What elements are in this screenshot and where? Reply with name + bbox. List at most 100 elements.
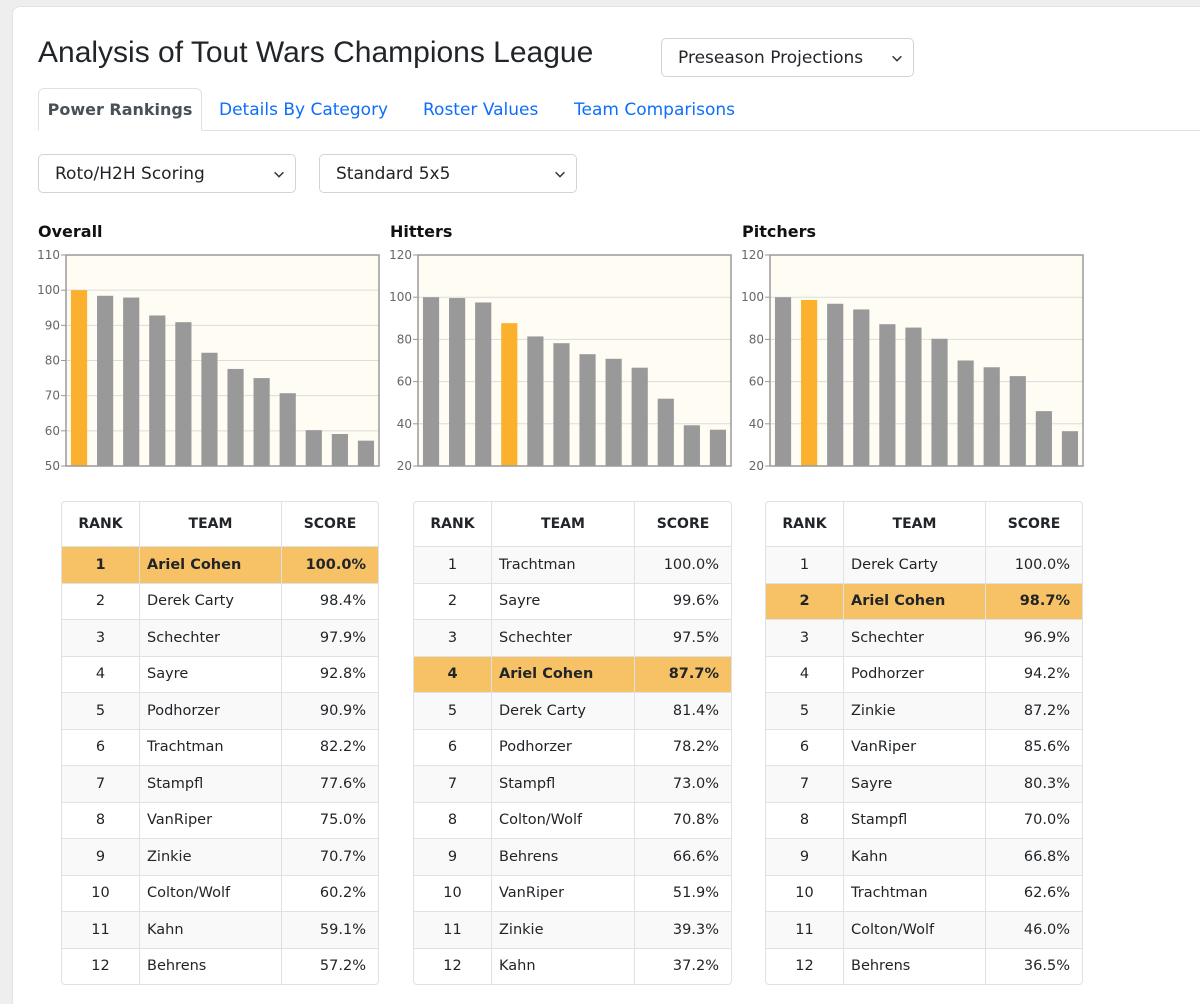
- table-row[interactable]: 4 Sayre 92.8%: [62, 655, 378, 692]
- bar: [449, 298, 466, 466]
- table-row[interactable]: 12 Kahn 37.2%: [414, 947, 731, 984]
- table-row[interactable]: 2 Ariel Cohen 98.7%: [766, 582, 1082, 619]
- chart-title-pitchers: Pitchers: [742, 222, 816, 241]
- tab-roster-values[interactable]: Roster Values: [423, 99, 539, 120]
- plot-area: [418, 255, 731, 466]
- format-select[interactable]: Standard 5x5: [319, 154, 577, 193]
- team-cell: Stampfl: [139, 766, 281, 802]
- bar: [475, 302, 492, 466]
- table-row[interactable]: 12 Behrens 57.2%: [62, 947, 378, 984]
- team-cell: Derek Carty: [843, 547, 985, 583]
- table-row[interactable]: 8 Colton/Wolf 70.8%: [414, 801, 731, 838]
- table-row[interactable]: 11 Zinkie 39.3%: [414, 911, 731, 948]
- y-tick-label: 120: [741, 248, 764, 262]
- rank-header: RANK: [430, 516, 475, 532]
- bar: [905, 327, 922, 466]
- table-row[interactable]: 3 Schechter 97.9%: [62, 619, 378, 656]
- bar: [227, 368, 244, 466]
- table-row[interactable]: 1 Derek Carty 100.0%: [766, 546, 1082, 583]
- table-row[interactable]: 1 Trachtman 100.0%: [414, 546, 731, 583]
- tab-power-rankings[interactable]: Power Rankings: [38, 88, 202, 131]
- rank-cell: 12: [443, 958, 462, 975]
- plot-border: [65, 254, 380, 467]
- bar: [175, 322, 192, 466]
- score-cell: 98.7%: [985, 583, 1082, 619]
- rank-cell: 3: [447, 629, 458, 646]
- rank-cell: 3: [799, 629, 810, 646]
- score-cell: 99.6%: [634, 583, 731, 619]
- score-cell: 70.0%: [985, 802, 1082, 838]
- y-tick-label: 80: [397, 332, 412, 346]
- table-row[interactable]: 4 Ariel Cohen 87.7%: [414, 655, 731, 692]
- tab-team-comparisons[interactable]: Team Comparisons: [574, 99, 735, 120]
- rankings-table-overall: RANK TEAM SCORE 1 Ariel Cohen 100.0% 2 Derek Ca…: [61, 501, 379, 985]
- tab-details-by-category[interactable]: Details By Category: [219, 99, 389, 120]
- bar: [201, 352, 218, 466]
- bar: [527, 336, 544, 466]
- projection-select[interactable]: Preseason Projections: [661, 38, 914, 77]
- table-row[interactable]: 4 Podhorzer 94.2%: [766, 655, 1082, 692]
- bar: [879, 324, 896, 466]
- table-row[interactable]: 2 Sayre 99.6%: [414, 582, 731, 619]
- table-row[interactable]: 5 Zinkie 87.2%: [766, 692, 1082, 729]
- score-header: SCORE: [634, 502, 731, 546]
- bar: [1035, 411, 1052, 466]
- table-row[interactable]: 3 Schechter 96.9%: [766, 619, 1082, 656]
- team-cell: Ariel Cohen: [843, 583, 985, 619]
- table-row[interactable]: 7 Sayre 80.3%: [766, 765, 1082, 802]
- table-row[interactable]: 12 Behrens 36.5%: [766, 947, 1082, 984]
- rank-cell: 11: [795, 921, 814, 938]
- table-row[interactable]: 9 Kahn 66.8%: [766, 838, 1082, 875]
- table-row[interactable]: 7 Stampfl 77.6%: [62, 765, 378, 802]
- table-row[interactable]: 6 Podhorzer 78.2%: [414, 728, 731, 765]
- table-row[interactable]: 10 VanRiper 51.9%: [414, 874, 731, 911]
- tab-divider: [202, 130, 1200, 131]
- page-title: Analysis of Tout Wars Champions League: [38, 36, 594, 69]
- score-cell: 90.9%: [281, 693, 378, 729]
- score-cell: 46.0%: [985, 912, 1082, 948]
- table-row[interactable]: 11 Kahn 59.1%: [62, 911, 378, 948]
- team-cell: VanRiper: [843, 729, 985, 765]
- table-row[interactable]: 9 Behrens 66.6%: [414, 838, 731, 875]
- score-cell: 66.6%: [634, 839, 731, 875]
- table-row[interactable]: 2 Derek Carty 98.4%: [62, 582, 378, 619]
- table-row[interactable]: 8 Stampfl 70.0%: [766, 801, 1082, 838]
- table-row[interactable]: 8 VanRiper 75.0%: [62, 801, 378, 838]
- chart-pitchers: 20 40 60 80 100 120: [741, 248, 1084, 473]
- team-cell: Sayre: [843, 766, 985, 802]
- table-header-row: RANK TEAM SCORE: [766, 502, 1082, 546]
- team-header: TEAM: [139, 502, 281, 546]
- score-cell: 100.0%: [281, 547, 378, 583]
- table-row[interactable]: 5 Derek Carty 81.4%: [414, 692, 731, 729]
- team-cell: Behrens: [139, 948, 281, 984]
- rank-header: RANK: [78, 516, 123, 532]
- score-cell: 94.2%: [985, 656, 1082, 692]
- table-row[interactable]: 1 Ariel Cohen 100.0%: [62, 546, 378, 583]
- rank-cell: 4: [447, 666, 458, 683]
- scoring-select[interactable]: Roto/H2H Scoring: [38, 154, 296, 193]
- score-cell: 62.6%: [985, 875, 1082, 911]
- y-tick-label: 80: [45, 354, 60, 368]
- bar: [774, 297, 792, 466]
- score-cell: 39.3%: [634, 912, 731, 948]
- rank-cell: 8: [95, 812, 106, 829]
- rank-cell: 4: [799, 666, 810, 683]
- score-cell: 85.6%: [985, 729, 1082, 765]
- table-row[interactable]: 7 Stampfl 73.0%: [414, 765, 731, 802]
- bar: [123, 297, 140, 466]
- scoring-select-value: Roto/H2H Scoring: [55, 163, 205, 184]
- table-row[interactable]: 6 Trachtman 82.2%: [62, 728, 378, 765]
- table-row[interactable]: 10 Trachtman 62.6%: [766, 874, 1082, 911]
- y-tick-label: 50: [45, 459, 60, 473]
- score-cell: 97.5%: [634, 620, 731, 656]
- team-cell: Podhorzer: [491, 729, 634, 765]
- table-row[interactable]: 11 Colton/Wolf 46.0%: [766, 911, 1082, 948]
- bar: [97, 295, 114, 466]
- table-row[interactable]: 9 Zinkie 70.7%: [62, 838, 378, 875]
- table-row[interactable]: 6 VanRiper 85.6%: [766, 728, 1082, 765]
- table-row[interactable]: 5 Podhorzer 90.9%: [62, 692, 378, 729]
- team-cell: Colton/Wolf: [139, 875, 281, 911]
- table-row[interactable]: 3 Schechter 97.5%: [414, 619, 731, 656]
- rank-cell: 5: [799, 702, 810, 719]
- table-row[interactable]: 10 Colton/Wolf 60.2%: [62, 874, 378, 911]
